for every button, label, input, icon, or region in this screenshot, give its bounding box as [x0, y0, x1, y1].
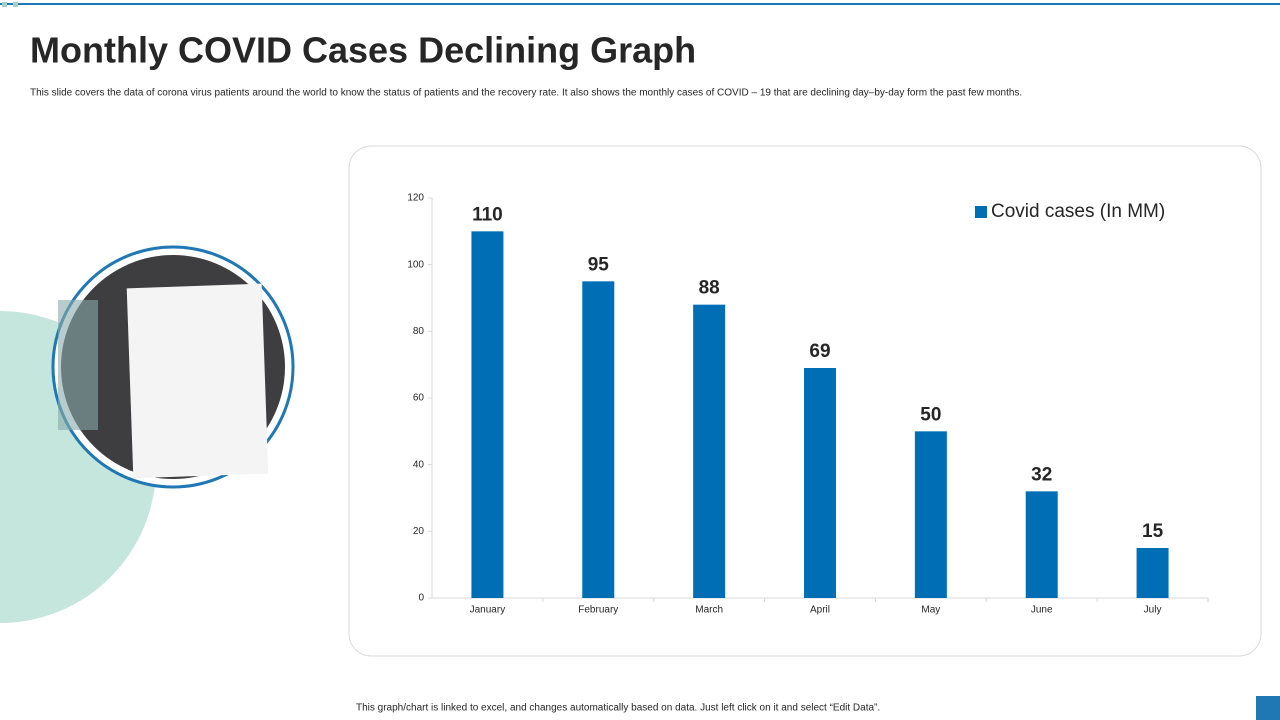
photo-laptop	[58, 300, 98, 430]
data-label: 32	[1031, 464, 1052, 485]
slide-title: Monthly COVID Cases Declining Graph	[30, 30, 696, 71]
data-label: 69	[809, 341, 830, 362]
corner-square	[13, 2, 18, 7]
corner-block	[1256, 696, 1280, 720]
y-tick-label: 120	[407, 193, 424, 204]
data-label: 110	[472, 204, 503, 225]
x-tick-label: June	[1031, 605, 1053, 616]
y-tick-label: 0	[418, 593, 424, 604]
corner-square	[2, 2, 7, 7]
bar	[914, 431, 947, 598]
bar	[1025, 491, 1058, 598]
data-label: 95	[588, 254, 610, 275]
bar	[471, 231, 504, 599]
y-tick-label: 20	[413, 526, 425, 537]
x-tick-label: February	[578, 605, 618, 616]
bar	[1136, 548, 1169, 598]
y-tick-label: 40	[413, 459, 425, 470]
x-tick-label: March	[695, 605, 723, 616]
bar	[582, 281, 615, 598]
footnote: This graph/chart is linked to excel, and…	[356, 703, 880, 714]
x-tick-label: January	[470, 605, 506, 616]
y-tick-label: 100	[407, 259, 424, 270]
data-label: 88	[699, 278, 720, 299]
slide-subtitle: This slide covers the data of corona vir…	[30, 88, 1022, 99]
legend-swatch	[975, 206, 987, 218]
data-label: 15	[1142, 521, 1164, 542]
x-tick-label: July	[1144, 605, 1162, 616]
x-tick-label: April	[810, 605, 830, 616]
photo-paper	[126, 283, 269, 479]
legend-label: Covid cases (In MM)	[991, 201, 1165, 222]
bar	[804, 368, 836, 598]
data-label: 50	[920, 404, 941, 425]
y-tick-label: 80	[413, 326, 425, 337]
y-tick-label: 60	[413, 393, 425, 404]
x-tick-label: May	[921, 605, 940, 616]
bar	[693, 304, 726, 598]
